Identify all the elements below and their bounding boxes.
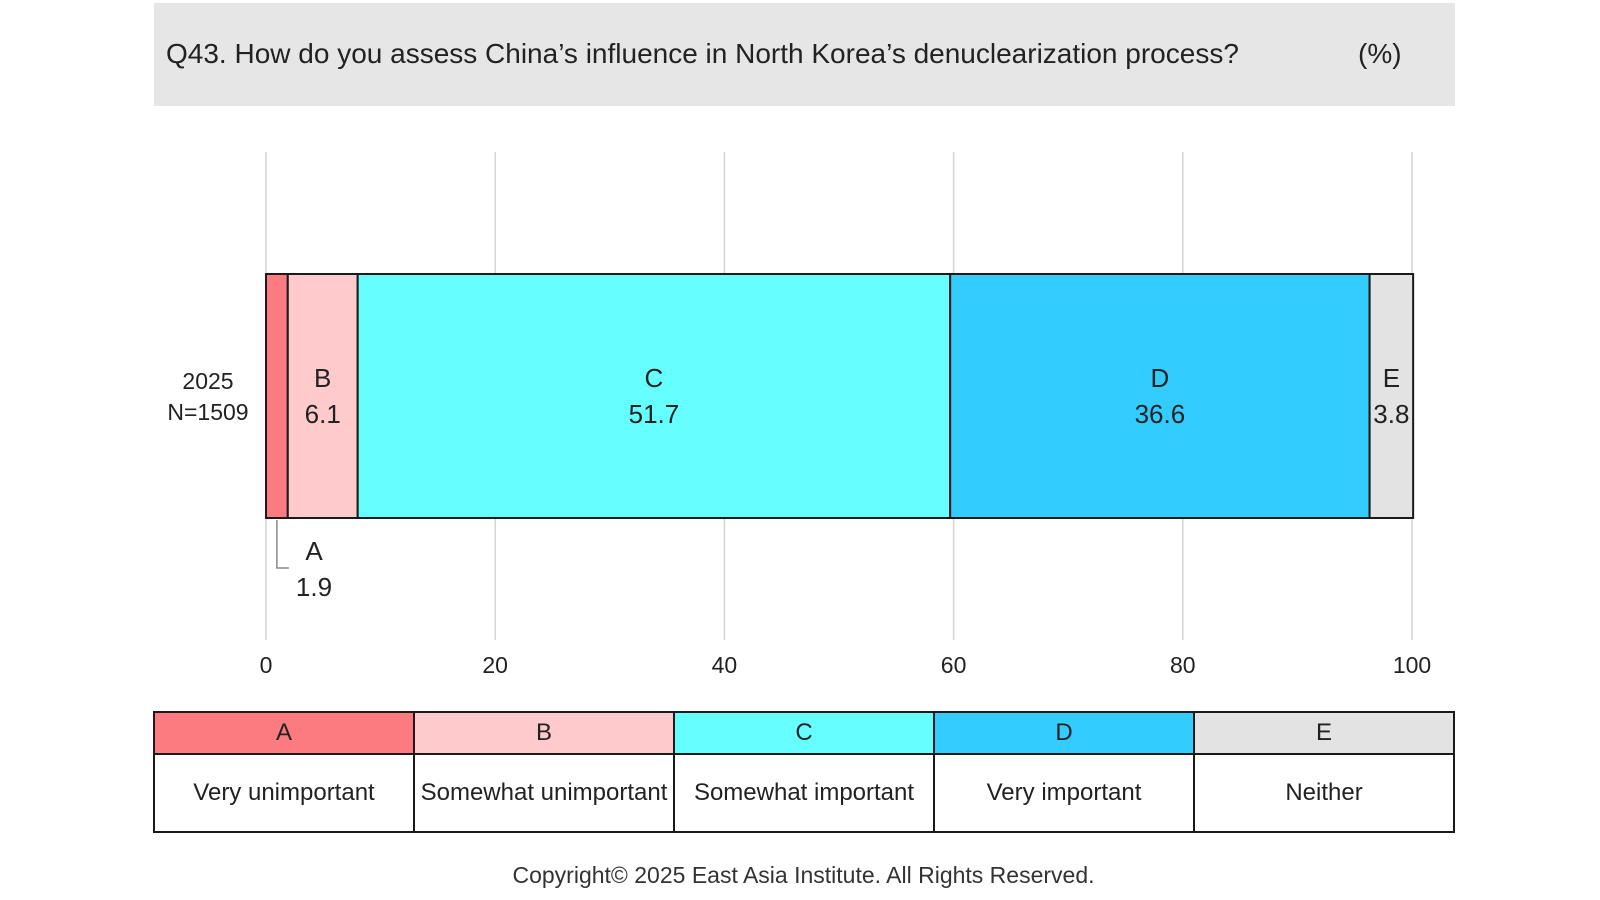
bar-segment-b: [286, 273, 359, 519]
x-tick-label-100: 100: [1393, 652, 1431, 678]
bar-segment-c: [356, 273, 952, 519]
x-tick-label-60: 60: [941, 652, 967, 678]
segment-code-b: B: [314, 363, 331, 393]
x-tick-label-0: 0: [260, 652, 273, 678]
chart-title: Q43. How do you assess China’s influence…: [166, 38, 1239, 69]
legend-label-e: Neither: [1193, 753, 1455, 833]
row-label-sample: N=1509: [167, 399, 248, 425]
x-tick-label-20: 20: [482, 652, 508, 678]
data-label-b: 6.1: [305, 399, 341, 429]
x-tick-label-80: 80: [1170, 652, 1196, 678]
legend-label-b: Somewhat unimportant: [413, 753, 675, 833]
data-label-a: 1.9: [296, 572, 332, 602]
data-label-e: 3.8: [1373, 399, 1409, 429]
legend-table: A B C D E Very unimportant Somewhat unim…: [153, 711, 1455, 833]
data-label-d: 36.6: [1135, 399, 1186, 429]
bar-segment-e: [1368, 273, 1415, 519]
legend-code-c: C: [673, 711, 935, 755]
row-label-year: 2025: [182, 368, 233, 394]
segment-code-d: D: [1150, 363, 1169, 393]
segment-code-c: C: [645, 363, 664, 393]
segment-code-e: E: [1383, 363, 1400, 393]
legend-code-a: A: [153, 711, 415, 755]
legend-code-b: B: [413, 711, 675, 755]
copyright-notice: Copyright© 2025 East Asia Institute. All…: [512, 862, 1095, 888]
bar-segment-a: [265, 273, 289, 519]
data-label-c: 51.7: [629, 399, 680, 429]
stacked-bar-chart: 0 20 40 60 80 100 2025 N=1509 A 1.9 B 6.1 C 51.7 D 36.6…: [167, 152, 1431, 678]
legend-label-c: Somewhat important: [673, 753, 935, 833]
x-tick-label-40: 40: [712, 652, 738, 678]
legend-label-a: Very unimportant: [153, 753, 415, 833]
chart-title-bar: Q43. How do you assess China’s influence…: [154, 3, 1455, 106]
chart-unit: (%): [1358, 38, 1402, 69]
legend-label-d: Very important: [933, 753, 1195, 833]
legend-code-d: D: [933, 711, 1195, 755]
bar-segment-d: [949, 273, 1371, 519]
callout-line-a: [276, 520, 289, 569]
segment-code-a: A: [305, 536, 323, 566]
legend-code-e: E: [1193, 711, 1455, 755]
